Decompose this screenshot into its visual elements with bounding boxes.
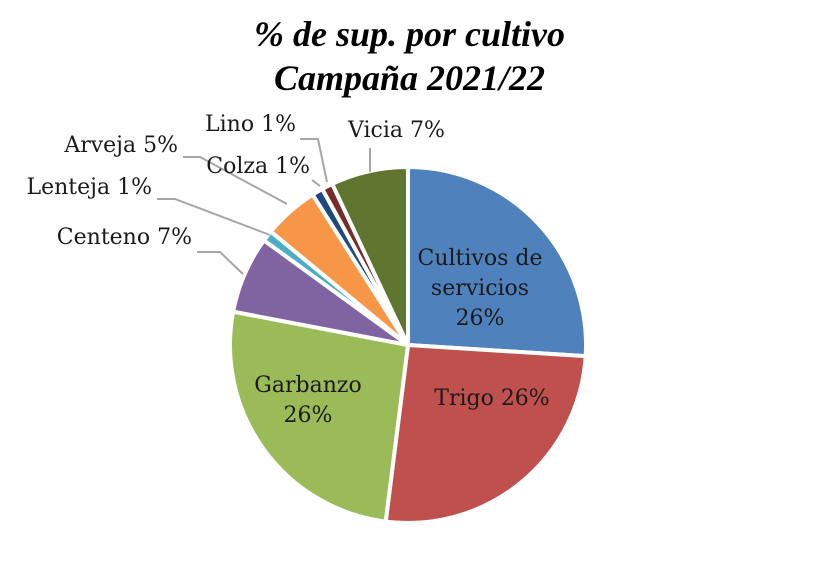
pie-slice-trigo: [383, 343, 588, 526]
chart-title: % de sup. por cultivo: [254, 14, 565, 54]
slice-label-arveja: Arveja 5%: [63, 133, 178, 158]
slice-label-lenteja: Lenteja 1%: [27, 175, 153, 200]
leader-line-centeno: [197, 251, 244, 275]
leader-lines: [157, 138, 371, 275]
slice-label-trigo: Trigo 26%: [434, 386, 549, 411]
leader-line-colza: [311, 179, 321, 187]
slice-label-lino: Lino 1%: [205, 112, 296, 137]
slice-label-vicia: Vicia 7%: [347, 118, 445, 143]
slice-label-cultivos-de-servicios: Cultivos de servicios 26%: [418, 246, 543, 331]
slice-label-garbanzo: Garbanzo 26%: [254, 373, 361, 428]
pie-slices: [228, 165, 589, 526]
pie-slice-garbanzo: [228, 309, 410, 524]
pie-slice-cultivos-de-servicios: [406, 165, 589, 359]
slice-label-centeno: Centeno 7%: [57, 225, 192, 250]
leader-line-lenteja: [157, 198, 271, 236]
leader-line-lino: [300, 138, 328, 183]
slice-labels: Cultivos de servicios 26% Trigo 26% Garbanzo…: [27, 112, 550, 428]
chart-subtitle: Campaña 2021/22: [273, 58, 546, 98]
leader-line-arveja: [183, 156, 288, 205]
slice-label-colza: Colza 1%: [206, 154, 310, 179]
